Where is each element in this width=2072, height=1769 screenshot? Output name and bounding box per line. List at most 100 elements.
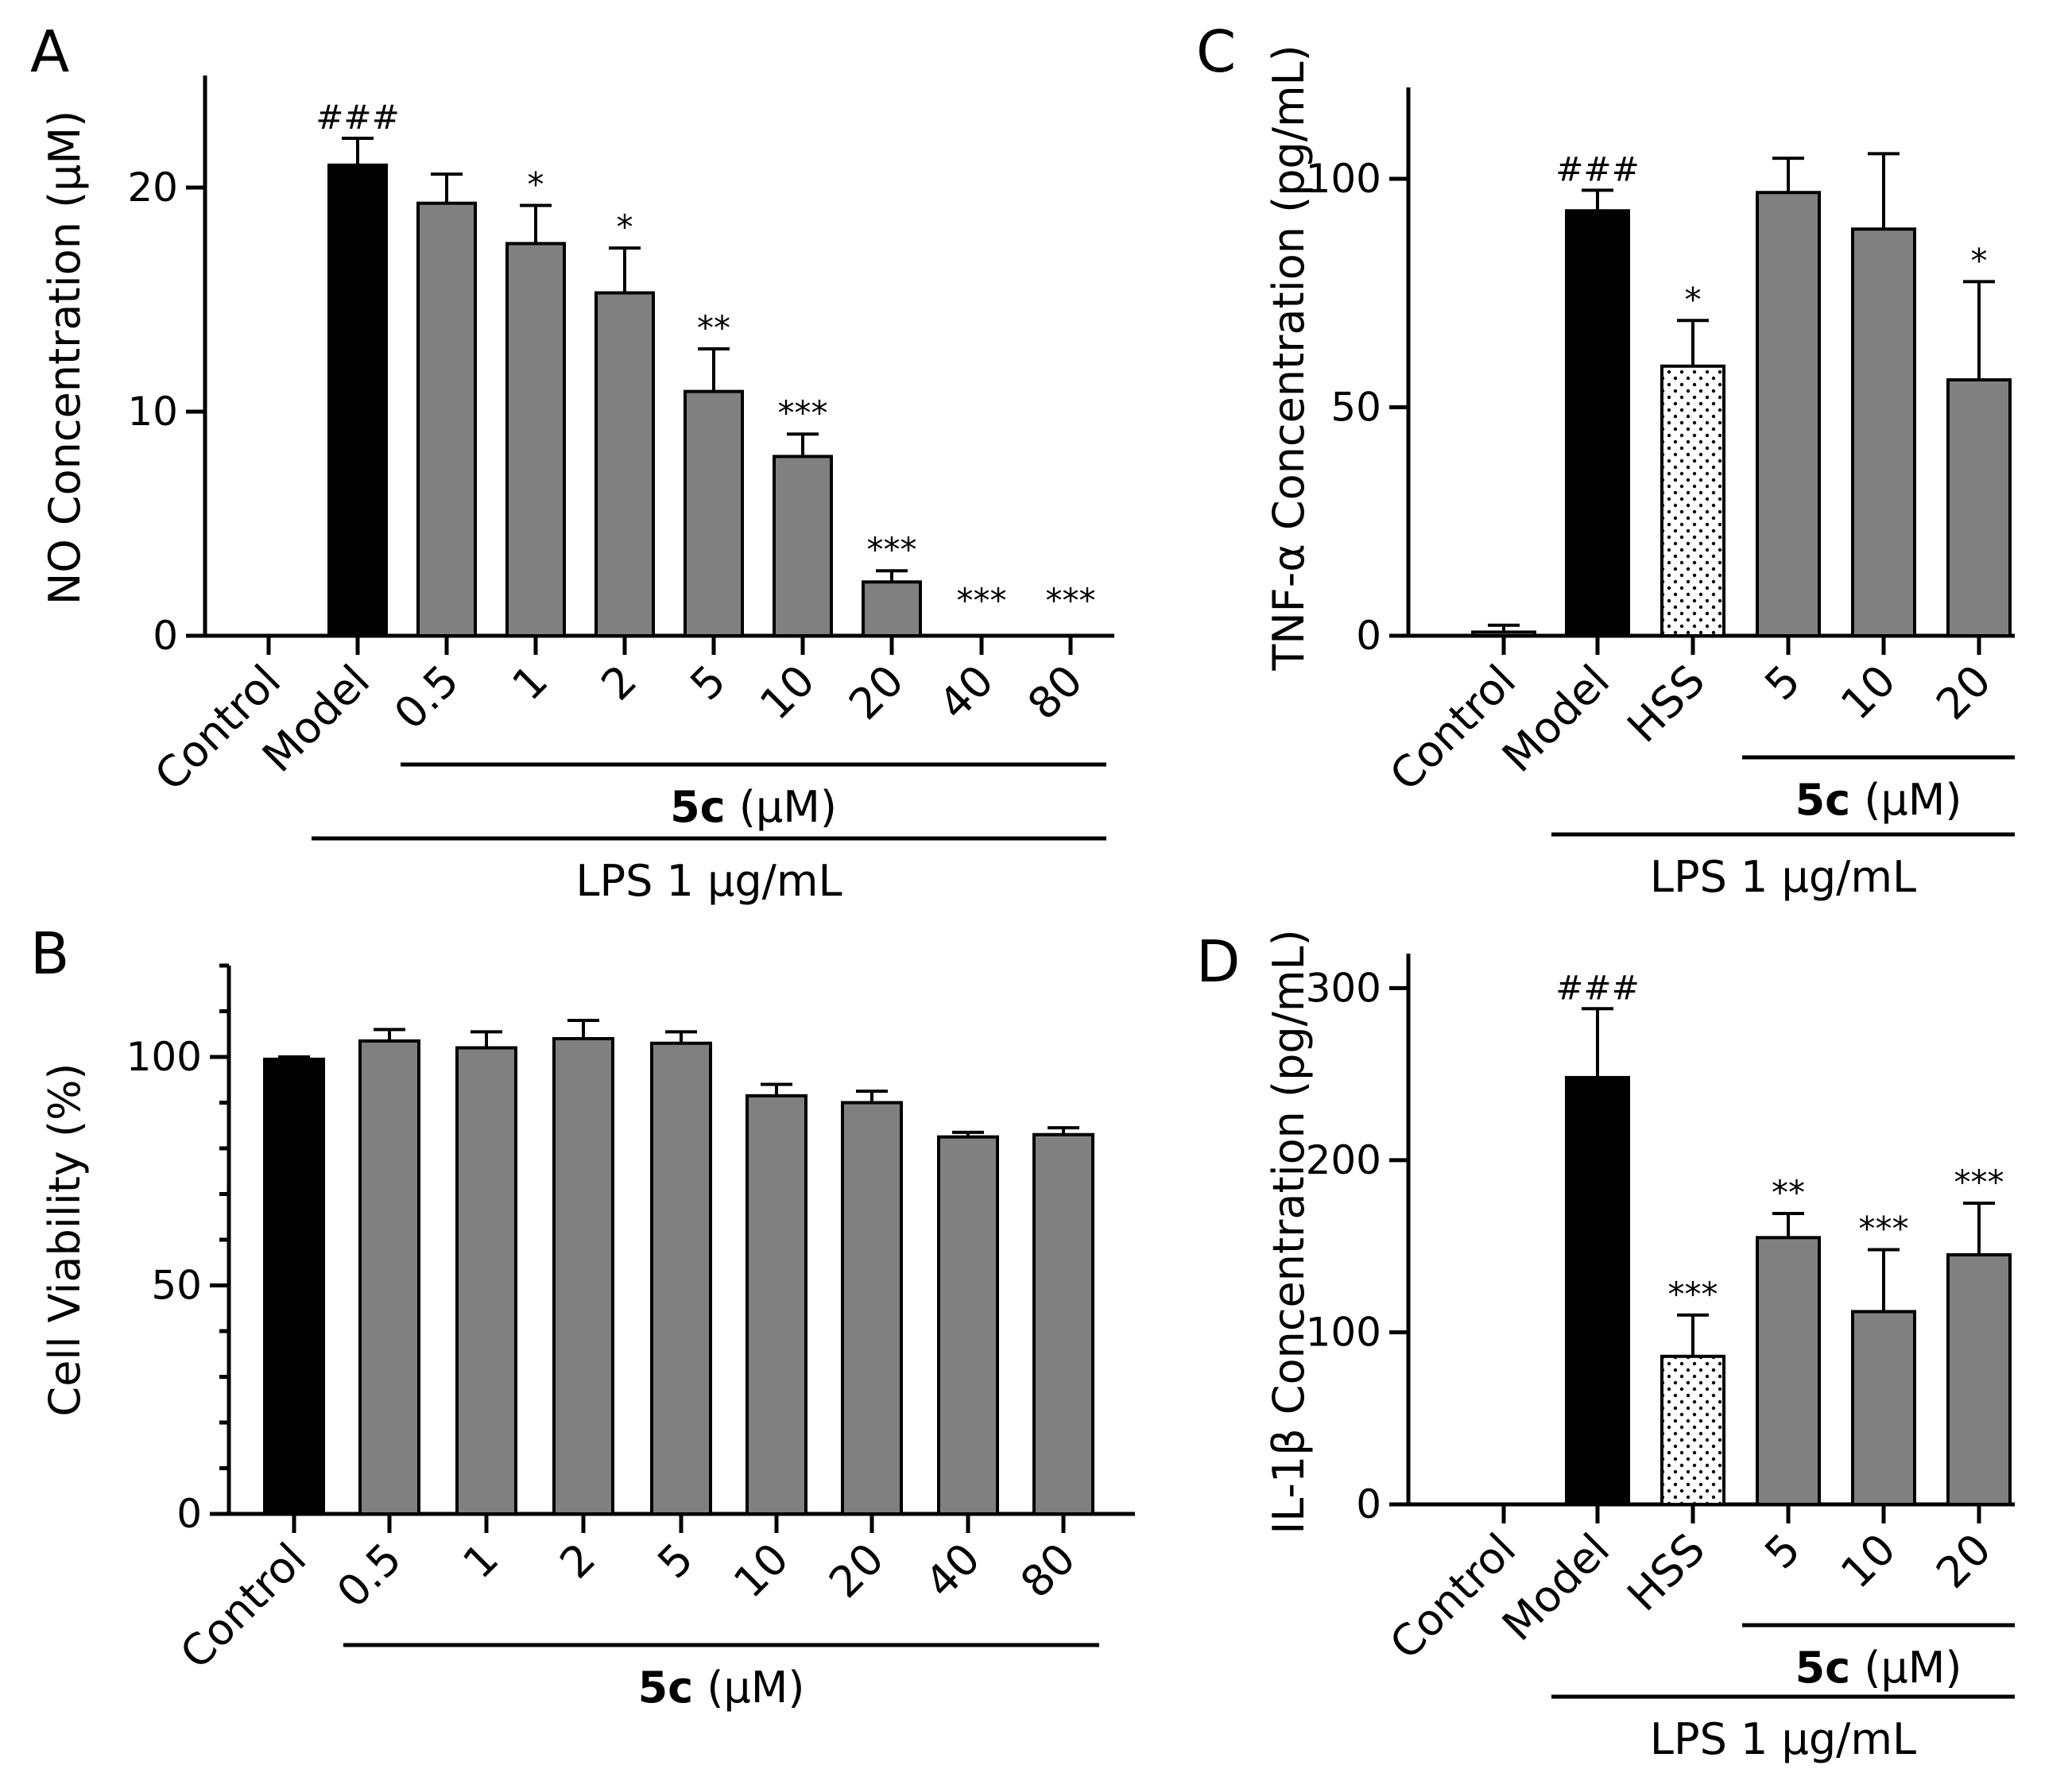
x-tick-label: 5: [648, 1534, 703, 1589]
x-tick-label: 20: [839, 656, 913, 730]
group-label: 5c (μM): [670, 782, 837, 832]
significance-label: ***: [1859, 1209, 1909, 1248]
bar: [1946, 378, 2012, 637]
y-axis-label: IL-1β Concentration (pg/mL): [1264, 929, 1314, 1534]
y-tick-label: 50: [151, 1263, 202, 1309]
x-tick-label: 20: [1927, 656, 2000, 730]
bar: [650, 1041, 712, 1515]
x-tick-label: 40: [916, 1534, 990, 1608]
y-axis-label: TNF-α Concentration (pg/mL): [1264, 45, 1314, 671]
group-label: 5c (μM): [1795, 1643, 1962, 1693]
significance-label: ***: [867, 530, 917, 569]
x-tick-label: 1: [453, 1534, 508, 1589]
x-tick-label: 80: [1011, 1534, 1085, 1608]
significance-label: ###: [316, 98, 400, 137]
bar: [937, 1135, 999, 1515]
significance-label: **: [697, 308, 730, 347]
bar: [1756, 191, 1821, 637]
bar: [684, 389, 744, 637]
bar: [552, 1037, 614, 1515]
x-tick-label: 10: [750, 656, 824, 730]
y-tick-label: 100: [1306, 156, 1381, 202]
x-tick-label: 80: [1018, 656, 1092, 730]
bar: [1660, 1354, 1725, 1506]
y-tick-label: 100: [1306, 1309, 1381, 1355]
x-tick-label: 0.5: [327, 1534, 411, 1617]
x-tick-label: 20: [819, 1534, 893, 1608]
panel-letter: A: [30, 18, 69, 85]
x-tick-label: Model: [1493, 656, 1619, 782]
bar: [1851, 227, 1916, 637]
y-tick-label: 100: [126, 1034, 202, 1080]
panel-letter: C: [1196, 18, 1236, 85]
group-label: LPS 1 μg/mL: [1650, 852, 1916, 902]
bar: [862, 580, 922, 638]
significance-label: *: [1971, 241, 1988, 280]
x-tick-label: 0.5: [385, 656, 468, 739]
x-tick-label: 5: [680, 656, 735, 710]
y-tick-label: 300: [1306, 965, 1381, 1011]
group-label: LPS 1 μg/mL: [1650, 1714, 1916, 1764]
panel-c: C TNF-α Concentration (pg/mL) 0 50 100 Contro…: [1196, 18, 2015, 902]
y-tick-label: 0: [176, 1491, 202, 1537]
x-tick-label: HSS: [1617, 656, 1714, 753]
bar: [327, 163, 388, 638]
group-label: 5c (μM): [638, 1663, 805, 1713]
bar: [416, 201, 477, 638]
group-label: LPS 1 μg/mL: [575, 856, 842, 906]
x-tick-label: 5: [1755, 1524, 1810, 1579]
bar: [594, 291, 655, 637]
x-tick-label: 5: [1755, 656, 1810, 710]
significance-label: **: [1772, 1173, 1805, 1212]
significance-label: ***: [1046, 581, 1096, 620]
bar: [1565, 1075, 1630, 1507]
significance-label: *: [617, 207, 633, 246]
panel-letter: B: [30, 920, 69, 987]
x-tick-label: Control: [171, 1534, 316, 1679]
y-tick-label: 0: [1356, 1481, 1381, 1527]
bar: [841, 1101, 903, 1515]
significance-label: ###: [1555, 968, 1640, 1007]
significance-label: *: [1685, 280, 1702, 319]
bar: [1660, 364, 1725, 637]
x-tick-label: 10: [724, 1534, 798, 1608]
bar: [746, 1094, 807, 1515]
x-tick-label: Model: [1493, 1524, 1619, 1651]
significance-label: ***: [778, 393, 828, 432]
bar: [505, 242, 566, 637]
bar: [1756, 1236, 1821, 1506]
significance-label: *: [528, 165, 544, 204]
y-tick-label: 0: [1356, 613, 1381, 659]
x-tick-label: Control: [1381, 656, 1526, 801]
bar: [358, 1039, 420, 1515]
x-tick-label: 10: [1831, 656, 1905, 730]
panel-b: B Cell Viability (%) 0 50 100 Control 0.5 1 2 5 10…: [30, 920, 1135, 1713]
y-axis-label: Cell Viability (%): [40, 1063, 90, 1417]
x-tick-label: 20: [1927, 1524, 2000, 1598]
bar: [1946, 1252, 2012, 1506]
y-tick-label: 20: [127, 165, 178, 211]
x-tick-label: Control: [145, 656, 291, 801]
x-tick-label: 1: [502, 656, 557, 710]
x-tick-label: Control: [1381, 1524, 1526, 1670]
x-tick-label: 40: [929, 656, 1003, 730]
panel-a: ANO Concentration (μM)01020Control###Mod…: [30, 18, 1114, 906]
panel-d: D IL-1β Concentration (pg/mL) 0 100 200 300 Co…: [1196, 928, 2015, 1764]
bar: [1032, 1132, 1094, 1515]
x-tick-label: 2: [591, 656, 646, 710]
y-tick-label: 10: [127, 389, 178, 435]
y-tick-label: 0: [153, 613, 178, 659]
bar: [1471, 630, 1536, 638]
significance-label: ***: [957, 581, 1007, 620]
bar: [263, 1057, 325, 1515]
y-axis-label: NO Concentration (μM): [40, 110, 90, 605]
significance-label: ***: [1668, 1275, 1718, 1314]
panel-letter: D: [1196, 928, 1240, 995]
x-tick-label: 10: [1831, 1524, 1905, 1598]
y-tick-label: 50: [1330, 385, 1381, 431]
group-label: 5c (μM): [1795, 775, 1962, 825]
significance-label: ***: [1954, 1163, 2004, 1202]
x-tick-label: HSS: [1617, 1524, 1714, 1621]
